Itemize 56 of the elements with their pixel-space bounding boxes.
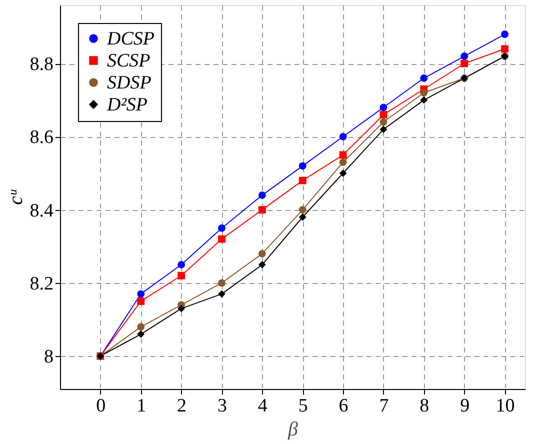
legend-label: DCSP bbox=[106, 28, 155, 50]
x-tick-label: 4 bbox=[258, 396, 268, 416]
point bbox=[137, 298, 145, 305]
point bbox=[298, 162, 306, 170]
point bbox=[380, 111, 388, 118]
point bbox=[137, 330, 145, 338]
x-tick-label: 0 bbox=[96, 396, 106, 416]
legend-label: D²SP bbox=[106, 94, 148, 116]
point bbox=[460, 60, 468, 68]
x-tick-label: 9 bbox=[460, 396, 470, 416]
point bbox=[420, 89, 428, 96]
point bbox=[420, 74, 428, 82]
x-tick-label: 3 bbox=[217, 396, 227, 416]
point bbox=[218, 235, 226, 243]
point bbox=[137, 323, 145, 331]
x-axis-title: β bbox=[287, 418, 298, 440]
point bbox=[380, 118, 388, 126]
point bbox=[178, 260, 186, 268]
x-tick-label: 7 bbox=[379, 396, 389, 416]
point bbox=[218, 224, 226, 232]
y-tick-label: 8.6 bbox=[30, 127, 54, 148]
point bbox=[298, 206, 306, 214]
x-tick-label: 2 bbox=[177, 396, 187, 416]
y-tick-label: 8.8 bbox=[30, 54, 54, 76]
point bbox=[380, 126, 388, 134]
y-axis-title: cᵘ bbox=[4, 189, 27, 205]
point bbox=[258, 206, 266, 214]
y-tick-label: 8 bbox=[44, 346, 54, 368]
point bbox=[218, 290, 226, 298]
point bbox=[501, 45, 508, 53]
point bbox=[298, 213, 306, 221]
x-tick-label: 10 bbox=[496, 396, 515, 416]
point bbox=[137, 290, 145, 298]
x-tick-label: 6 bbox=[338, 396, 348, 416]
point bbox=[258, 260, 266, 268]
point bbox=[339, 132, 347, 140]
point bbox=[258, 191, 266, 199]
x-tick-label: 1 bbox=[136, 396, 146, 416]
y-tick-label: 8.2 bbox=[30, 273, 54, 294]
legend-label: SCSP bbox=[107, 50, 151, 72]
point bbox=[420, 96, 428, 104]
point bbox=[218, 279, 226, 287]
point bbox=[258, 250, 266, 258]
point bbox=[460, 52, 468, 60]
point bbox=[298, 176, 306, 184]
point bbox=[501, 30, 508, 38]
point bbox=[339, 158, 347, 166]
point bbox=[178, 304, 186, 312]
x-tick-label: 5 bbox=[298, 396, 308, 416]
x-tick-label: 8 bbox=[420, 396, 430, 416]
y-tick-label: 8.4 bbox=[30, 200, 54, 222]
point bbox=[178, 272, 186, 280]
point bbox=[339, 151, 347, 159]
point bbox=[339, 170, 347, 177]
point bbox=[380, 104, 388, 112]
legend-label: SDSP bbox=[107, 72, 152, 94]
